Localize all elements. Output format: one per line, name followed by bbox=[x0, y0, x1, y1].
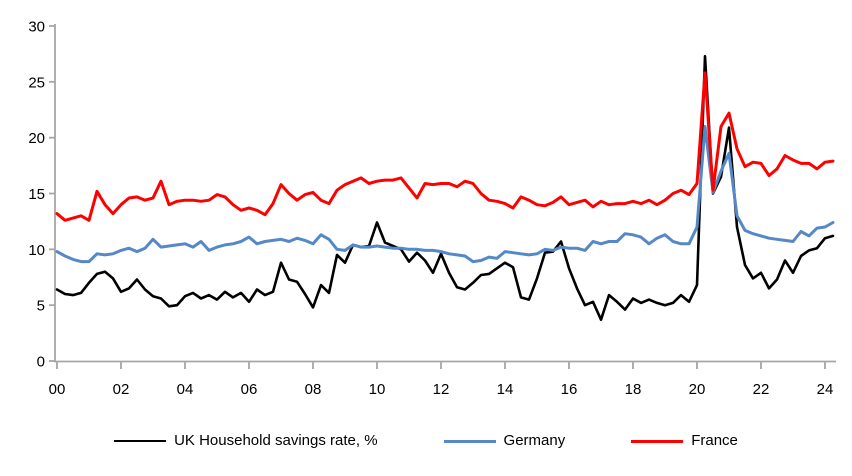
y-tick-label: 20 bbox=[28, 130, 45, 147]
legend-line-sample bbox=[631, 439, 684, 443]
y-tick-label: 15 bbox=[28, 186, 45, 203]
x-tick-label: 02 bbox=[113, 381, 130, 398]
x-tick-label: 24 bbox=[817, 381, 834, 398]
x-tick-label: 22 bbox=[753, 381, 770, 398]
legend-label: France bbox=[691, 432, 738, 449]
legend-line-sample bbox=[114, 440, 167, 442]
x-tick-label: 12 bbox=[433, 381, 450, 398]
series-line-uk-household-savings-rate bbox=[55, 54, 835, 322]
y-tick-label: 30 bbox=[28, 19, 45, 36]
series-line-france bbox=[55, 71, 835, 222]
plot-area: 0 5 10 15 20 25 30 00 02 04 06 08 10 12 14 16 18 20 22 24 bbox=[28, 19, 836, 398]
x-tick-label: 00 bbox=[49, 381, 66, 398]
y-tick-label: 25 bbox=[28, 74, 45, 91]
y-tick-label: 10 bbox=[28, 242, 45, 259]
x-tick-label: 10 bbox=[369, 381, 386, 398]
legend-label: UK Household savings rate, % bbox=[174, 432, 378, 449]
x-tick-label: 16 bbox=[561, 381, 578, 398]
x-tick-label: 20 bbox=[689, 381, 706, 398]
y-tick-label: 0 bbox=[37, 354, 45, 371]
legend-item-germany: Germany bbox=[443, 432, 566, 450]
x-tick-label: 06 bbox=[241, 381, 258, 398]
legend-item-uk-household-savings-rate: UK Household savings rate, % bbox=[114, 432, 378, 450]
legend-label: Germany bbox=[503, 432, 566, 449]
legend: UK Household savings rate, % Germany Franc… bbox=[0, 424, 852, 458]
x-tick-label: 18 bbox=[625, 381, 642, 398]
series-line-germany bbox=[55, 125, 835, 264]
legend-item-france: France bbox=[631, 432, 738, 450]
x-tick-label: 14 bbox=[497, 381, 514, 398]
x-tick-label: 04 bbox=[177, 381, 194, 398]
x-tick-label: 08 bbox=[305, 381, 322, 398]
y-tick-label: 5 bbox=[37, 298, 45, 315]
legend-line-sample bbox=[443, 439, 496, 443]
